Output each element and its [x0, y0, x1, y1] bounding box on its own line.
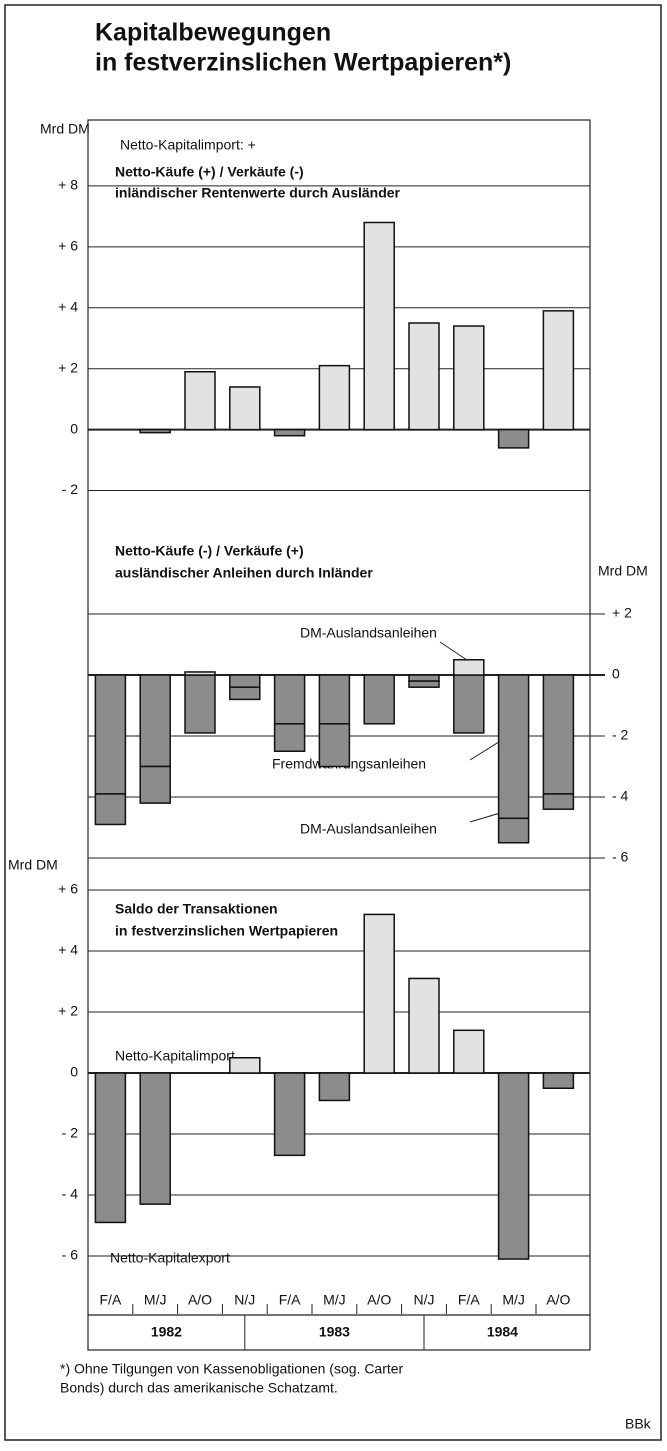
bar [229, 386, 261, 431]
bar [497, 428, 530, 449]
bar [318, 723, 351, 768]
year-label b: 1984 [487, 1324, 518, 1340]
bar [542, 793, 575, 810]
bar [273, 674, 306, 725]
annotation: Netto-Kapitalexport [110, 1250, 230, 1266]
y-tick-label: 0 [70, 420, 78, 436]
bar [94, 674, 127, 795]
y-tick-label: + 8 [58, 177, 78, 193]
subtitle: Saldo der Transaktionen [115, 901, 278, 917]
bar [453, 1029, 485, 1074]
series-label: DM-Auslandsanleihen [300, 821, 437, 837]
x-tick-label: F/A [458, 1292, 480, 1308]
bar [453, 659, 485, 676]
y-tick-label: - 4 [612, 788, 629, 804]
bar [229, 686, 261, 701]
bar [273, 428, 306, 437]
plot-frame [87, 119, 591, 1351]
title: Kapitalbewegungen [95, 19, 331, 47]
x-tick-label: F/A [279, 1292, 301, 1308]
bar [542, 674, 575, 795]
bar [542, 310, 575, 431]
bar [94, 1072, 127, 1224]
bar [497, 674, 530, 820]
footnote: Bonds) durch das amerikanische Schatzamt… [60, 1380, 338, 1396]
y-tick-label: + 4 [58, 298, 78, 314]
bar [363, 913, 395, 1074]
y-tick-label: + 6 [58, 881, 78, 897]
footnote: *) Ohne Tilgungen von Kassenobligationen… [60, 1361, 404, 1377]
bar [497, 1072, 530, 1260]
x-tick-label: N/J [234, 1292, 255, 1308]
leader [439, 641, 471, 663]
bar [408, 680, 440, 688]
y-tick-label: 0 [612, 666, 620, 682]
unit: Mrd DM [40, 121, 90, 137]
border [4, 4, 662, 1441]
y-tick-label: 0 [70, 1064, 78, 1080]
bar [408, 674, 440, 682]
bar [318, 1072, 351, 1102]
y-tick-label: + 6 [58, 238, 78, 254]
unit: Mrd DM [8, 857, 58, 873]
bar [453, 325, 485, 431]
x-tick-label: F/A [100, 1292, 122, 1308]
bar [453, 674, 485, 734]
bar [184, 674, 216, 734]
bar [139, 674, 171, 768]
y-tick-label: + 2 [58, 1003, 78, 1019]
bar [229, 1057, 261, 1074]
year-label b: 1983 [319, 1324, 350, 1340]
title: in festverzinslichen Wertpapieren*) [95, 49, 511, 77]
bar [273, 723, 306, 752]
bar [273, 1072, 306, 1157]
year-label b: 1982 [151, 1324, 182, 1340]
annotation: Netto-Kapitalimport: + [120, 137, 256, 153]
y-tick-label: + 2 [612, 605, 632, 621]
bar [542, 1072, 575, 1089]
y-tick-label: - 2 [612, 727, 629, 743]
subtitle: ausländischer Anleihen durch Inländer [115, 565, 373, 581]
y-tick-label: + 4 [58, 942, 78, 958]
x-tick-label: M/J [144, 1292, 167, 1308]
x-tick-label: N/J [414, 1292, 435, 1308]
bar [363, 221, 395, 431]
bar [94, 793, 127, 826]
y-tick-label: - 6 [62, 1247, 79, 1263]
bar [497, 817, 530, 844]
unit: Mrd DM [598, 563, 648, 579]
bar [139, 428, 171, 434]
bar [184, 370, 216, 431]
y-tick-label: - 4 [62, 1186, 79, 1202]
bar [408, 322, 440, 431]
subtitle: inländischer Rentenwerte durch Ausländer [115, 185, 401, 201]
x-tick-label: A/O [188, 1292, 212, 1308]
bar [363, 674, 395, 725]
x-tick-label: M/J [502, 1292, 525, 1308]
series-label: DM-Auslandsanleihen [300, 625, 437, 641]
y-tick-label: - 2 [62, 481, 79, 497]
x-tick-label: A/O [546, 1292, 570, 1308]
bar [139, 1072, 171, 1205]
subtitle: Netto-Käufe (+) / Verkäufe (-) [115, 164, 304, 180]
bar [229, 674, 261, 688]
y-tick-label: - 6 [612, 849, 629, 865]
bar [318, 364, 351, 431]
y-tick-label: - 2 [62, 1125, 79, 1141]
annotation: Netto-Kapitalimport [115, 1048, 235, 1064]
bar [184, 671, 216, 676]
bar [408, 977, 440, 1074]
y-tick-label: + 2 [58, 359, 78, 375]
subtitle: in festverzinslichen Wertpapieren [115, 923, 338, 939]
x-tick-label: A/O [367, 1292, 391, 1308]
subtitle: Netto-Käufe (-) / Verkäufe (+) [115, 543, 304, 559]
bar [139, 765, 171, 804]
source: BBk [625, 1416, 652, 1432]
bar [318, 674, 351, 725]
x-tick-label: M/J [323, 1292, 346, 1308]
